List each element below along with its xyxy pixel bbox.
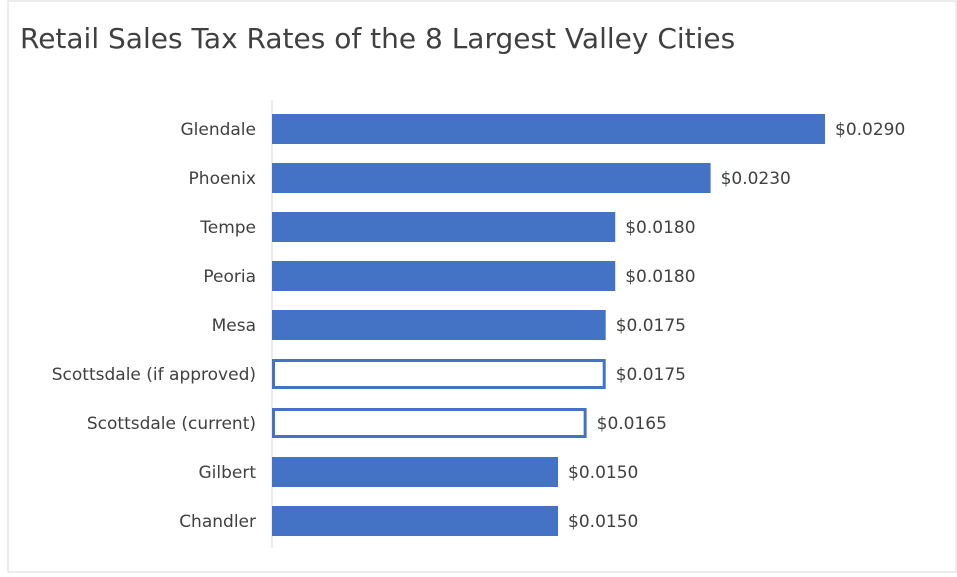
category-label: Tempe [199, 218, 256, 238]
data-label: $0.0180 [625, 267, 695, 287]
bar [272, 310, 606, 340]
bar [272, 457, 559, 487]
bar [272, 212, 616, 242]
bar [272, 506, 559, 536]
category-label: Scottsdale (if approved) [52, 365, 256, 385]
data-label: $0.0175 [616, 365, 686, 385]
category-label: Mesa [212, 316, 256, 336]
data-label: $0.0230 [721, 169, 791, 189]
category-label: Gilbert [198, 463, 256, 483]
bar [272, 114, 825, 144]
bar [272, 408, 587, 438]
data-label: $0.0180 [625, 218, 695, 238]
chart-title: Retail Sales Tax Rates of the 8 Largest … [20, 22, 735, 55]
data-label: $0.0290 [835, 120, 905, 140]
category-label: Peoria [203, 267, 256, 287]
category-label: Chandler [179, 512, 256, 532]
bar [272, 163, 711, 193]
category-label: Phoenix [189, 169, 256, 189]
category-label: Glendale [180, 120, 256, 140]
category-label: Scottsdale (current) [87, 414, 256, 434]
data-label: $0.0150 [568, 512, 638, 532]
data-label: $0.0165 [597, 414, 667, 434]
data-label: $0.0175 [616, 316, 686, 336]
bar [272, 359, 606, 389]
bar [272, 261, 616, 291]
data-label: $0.0150 [568, 463, 638, 483]
